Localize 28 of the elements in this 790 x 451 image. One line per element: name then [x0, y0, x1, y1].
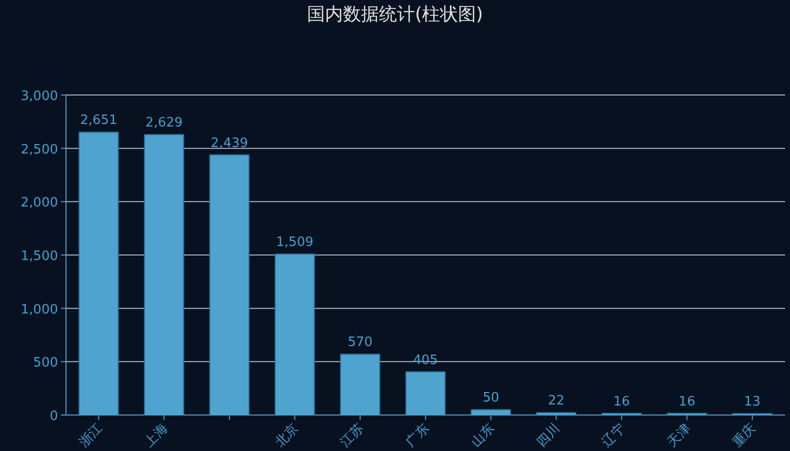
data-label: 13	[744, 394, 761, 410]
y-tick-label: 500	[33, 356, 58, 371]
data-label: 16	[678, 394, 696, 410]
x-tick-label: 重庆	[730, 421, 760, 450]
x-tick-label: 天津	[664, 421, 694, 450]
x-tick-label: 江苏	[338, 421, 367, 450]
data-label: 2,439	[210, 136, 248, 151]
data-label: 2,629	[145, 116, 183, 131]
x-tick-label: 山东	[468, 421, 498, 450]
x-tick-label: 辽宁	[598, 420, 628, 450]
y-tick-label: 1,000	[20, 302, 58, 318]
x-tick-label: 广东	[403, 421, 432, 450]
x-tick-label: 四川	[534, 421, 564, 450]
title: 国内数据统计(柱状图)	[306, 4, 484, 25]
data-label: 570	[348, 335, 373, 350]
data-label: 50	[482, 390, 500, 406]
data-label: 16	[613, 394, 630, 410]
data-label: 2,651	[80, 113, 118, 128]
y-tick-label: 2,000	[20, 196, 58, 211]
y-tick-label: 1,500	[20, 249, 58, 264]
data-label: 1,509	[276, 235, 314, 250]
y-tick-label: 3,000	[20, 89, 58, 104]
y-tick-label: 0	[50, 409, 58, 424]
x-tick-label: 浙江	[76, 421, 106, 450]
x-tick-label: 上海	[142, 421, 171, 450]
data-label: 22	[548, 394, 564, 409]
x-tick-label: 北京	[272, 421, 302, 450]
y-tick-label: 2,500	[20, 142, 58, 158]
